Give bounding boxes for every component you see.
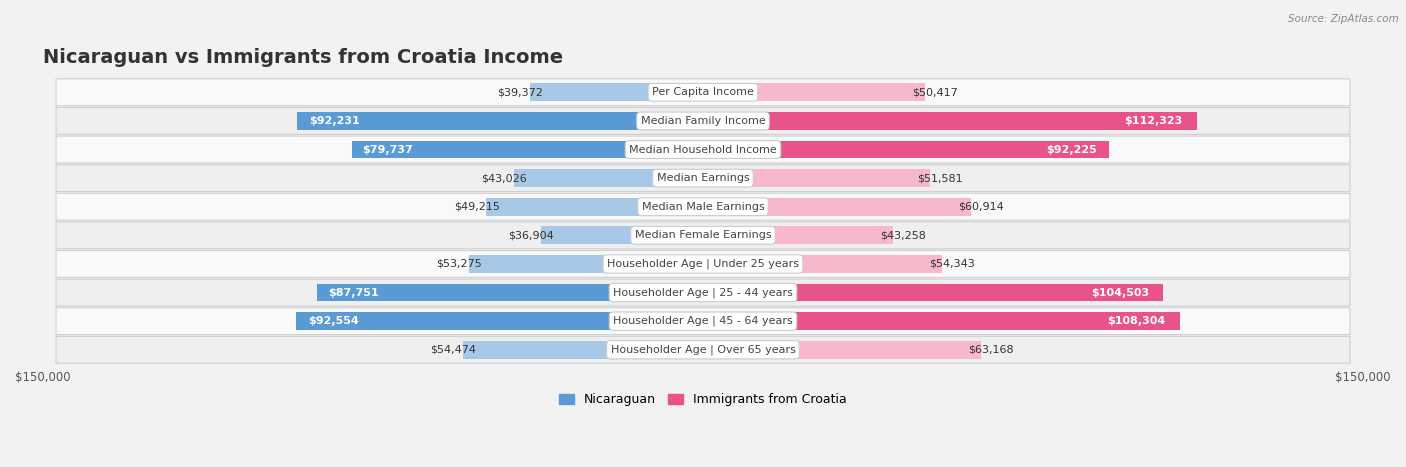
Bar: [295, 312, 703, 330]
FancyBboxPatch shape: [56, 336, 1350, 363]
Bar: [703, 283, 1163, 301]
Bar: [703, 169, 929, 187]
Text: $39,372: $39,372: [498, 87, 543, 97]
Bar: [352, 141, 703, 158]
Text: Median Family Income: Median Family Income: [641, 116, 765, 126]
Text: $108,304: $108,304: [1107, 316, 1166, 326]
Text: $63,168: $63,168: [967, 345, 1014, 355]
Text: Per Capita Income: Per Capita Income: [652, 87, 754, 97]
Text: $43,258: $43,258: [880, 230, 927, 241]
Text: $51,581: $51,581: [917, 173, 963, 183]
Text: Median Male Earnings: Median Male Earnings: [641, 202, 765, 212]
Bar: [468, 255, 703, 273]
Text: Median Earnings: Median Earnings: [657, 173, 749, 183]
Text: $92,231: $92,231: [309, 116, 360, 126]
Bar: [463, 341, 703, 359]
Text: $79,737: $79,737: [363, 144, 413, 155]
Text: $92,554: $92,554: [308, 316, 359, 326]
FancyBboxPatch shape: [56, 279, 1350, 306]
Text: $50,417: $50,417: [911, 87, 957, 97]
Bar: [703, 141, 1109, 158]
FancyBboxPatch shape: [56, 107, 1350, 134]
Text: $60,914: $60,914: [957, 202, 1004, 212]
Text: $87,751: $87,751: [329, 288, 380, 297]
Text: $112,323: $112,323: [1125, 116, 1182, 126]
FancyBboxPatch shape: [56, 136, 1350, 163]
FancyBboxPatch shape: [56, 193, 1350, 220]
Text: $54,474: $54,474: [430, 345, 477, 355]
Text: Householder Age | Under 25 years: Householder Age | Under 25 years: [607, 259, 799, 269]
FancyBboxPatch shape: [56, 222, 1350, 249]
FancyBboxPatch shape: [56, 250, 1350, 277]
Text: $43,026: $43,026: [481, 173, 527, 183]
FancyBboxPatch shape: [56, 308, 1350, 335]
Bar: [703, 198, 972, 216]
Bar: [316, 283, 703, 301]
Bar: [703, 341, 981, 359]
Text: Source: ZipAtlas.com: Source: ZipAtlas.com: [1288, 14, 1399, 24]
Text: Median Female Earnings: Median Female Earnings: [634, 230, 772, 241]
Text: Householder Age | 25 - 44 years: Householder Age | 25 - 44 years: [613, 287, 793, 298]
Text: $49,215: $49,215: [454, 202, 499, 212]
Bar: [530, 84, 703, 101]
FancyBboxPatch shape: [56, 165, 1350, 191]
Text: $92,225: $92,225: [1046, 144, 1097, 155]
Bar: [703, 312, 1180, 330]
Bar: [703, 226, 893, 244]
Bar: [703, 112, 1198, 130]
Text: Householder Age | Over 65 years: Householder Age | Over 65 years: [610, 345, 796, 355]
Bar: [540, 226, 703, 244]
Bar: [513, 169, 703, 187]
Text: Householder Age | 45 - 64 years: Householder Age | 45 - 64 years: [613, 316, 793, 326]
Legend: Nicaraguan, Immigrants from Croatia: Nicaraguan, Immigrants from Croatia: [554, 388, 852, 411]
Bar: [703, 255, 942, 273]
Text: $104,503: $104,503: [1091, 288, 1149, 297]
Bar: [486, 198, 703, 216]
Text: $54,343: $54,343: [929, 259, 974, 269]
Text: Nicaraguan vs Immigrants from Croatia Income: Nicaraguan vs Immigrants from Croatia In…: [42, 48, 562, 67]
FancyBboxPatch shape: [56, 79, 1350, 106]
Text: $36,904: $36,904: [508, 230, 554, 241]
Bar: [703, 84, 925, 101]
Text: $53,275: $53,275: [436, 259, 482, 269]
Text: Median Household Income: Median Household Income: [628, 144, 778, 155]
Bar: [297, 112, 703, 130]
